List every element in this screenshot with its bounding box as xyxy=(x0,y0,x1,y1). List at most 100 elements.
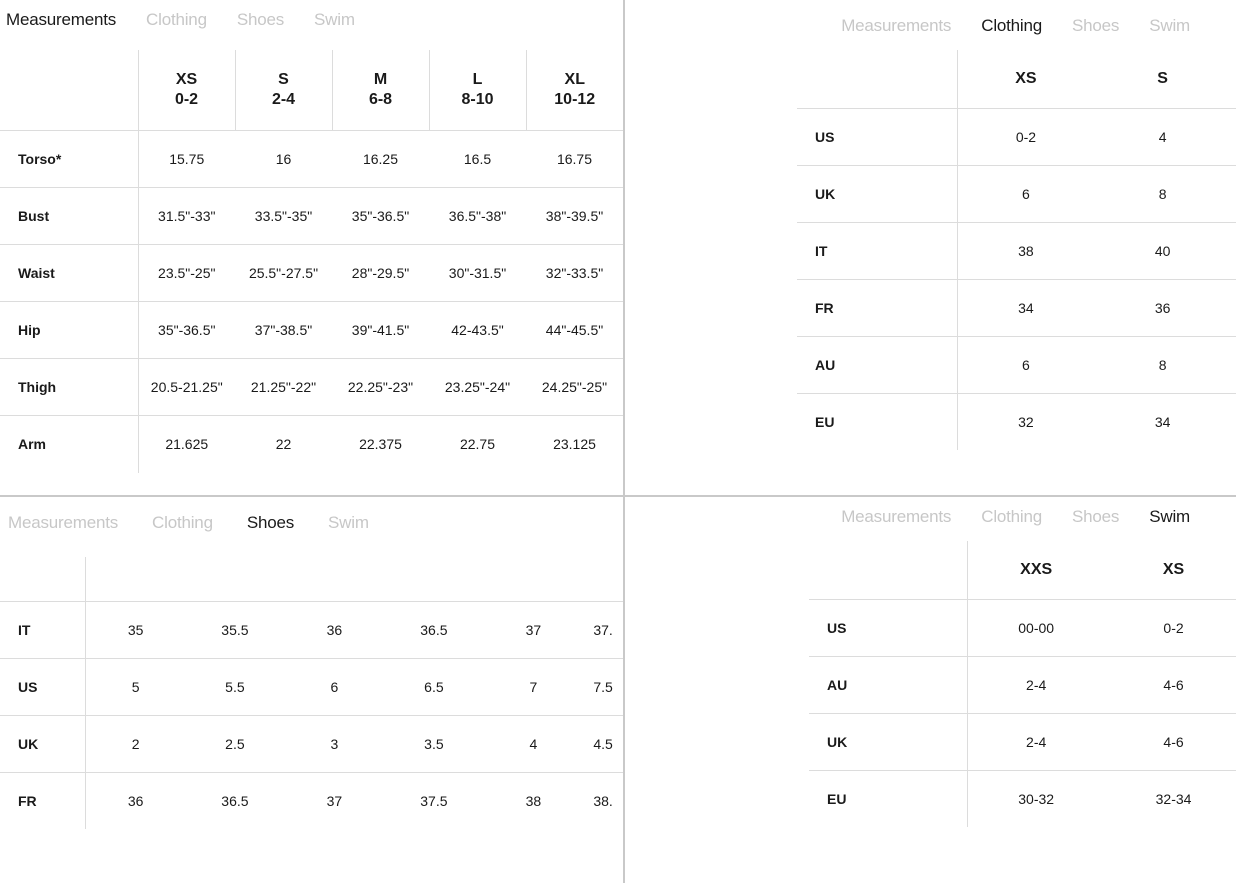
row-uk: UK 2 2.5 3 3.5 4 4.5 xyxy=(0,715,623,772)
col-xs: XS0-2 xyxy=(138,50,235,131)
col-xl: XL10-12 xyxy=(526,50,623,131)
cell: 10 xyxy=(1231,165,1236,222)
cell: 37.5 xyxy=(384,772,484,829)
cell: 38 xyxy=(957,222,1094,279)
measurements-header-row: XS0-2 S2-4 M6-8 L8-10 XL10-12 xyxy=(0,50,623,131)
measurements-table: XS0-2 S2-4 M6-8 L8-10 XL10-12 Torso* 15.… xyxy=(0,50,623,473)
cell: 20.5-21.25" xyxy=(138,359,235,416)
row-it: IT 35 35.5 36 36.5 37 37. xyxy=(0,601,623,658)
row-us: US 5 5.5 6 6.5 7 7.5 xyxy=(0,658,623,715)
cell: 37. xyxy=(583,601,623,658)
row-eu: EU 30-32 32-34 34-36 xyxy=(809,770,1236,827)
col-m: M xyxy=(1231,50,1236,108)
cell: 2.5 xyxy=(185,715,285,772)
tab-swim[interactable]: Swim xyxy=(328,513,369,533)
tab-measurements[interactable]: Measurements xyxy=(841,507,951,527)
cell: 22 xyxy=(235,416,332,473)
tab-swim[interactable]: Swim xyxy=(314,10,355,30)
swim-table: XXS XS S US 00-00 0-2 2-4 AU 2-4 xyxy=(809,541,1236,827)
tab-swim[interactable]: Swim xyxy=(1149,16,1190,36)
cell: 38 xyxy=(1231,279,1236,336)
tab-shoes[interactable]: Shoes xyxy=(1072,507,1119,527)
cell: 10 xyxy=(1231,336,1236,393)
cell: 34 xyxy=(957,279,1094,336)
col-xxs: XXS xyxy=(967,541,1105,599)
cell: 3.5 xyxy=(384,715,484,772)
tabs-clothing-panel: Measurements Clothing Shoes Swim xyxy=(625,6,1196,46)
clothing-body: US 0-2 4 6 UK 6 8 10 IT 38 40 xyxy=(797,108,1236,450)
cell: 32-34 xyxy=(1105,770,1236,827)
row-arm: Arm 21.625 22 22.375 22.75 23.125 xyxy=(0,416,623,473)
tab-shoes[interactable]: Shoes xyxy=(247,513,294,533)
tab-measurements[interactable]: Measurements xyxy=(841,16,951,36)
tab-clothing[interactable]: Clothing xyxy=(152,513,213,533)
shoes-body: IT 35 35.5 36 36.5 37 37. US 5 5.5 6 6.5 xyxy=(0,601,623,829)
col-s: S2-4 xyxy=(235,50,332,131)
cell: 36.5"-38" xyxy=(429,188,526,245)
panel-shoes: Measurements Clothing Shoes Swim IT xyxy=(0,497,625,883)
clothing-table: XS S M US 0-2 4 6 UK 6 8 xyxy=(797,50,1236,450)
tab-shoes[interactable]: Shoes xyxy=(237,10,284,30)
row-hip: Hip 35"-36.5" 37"-38.5" 39"-41.5" 42-43.… xyxy=(0,302,623,359)
cell: 0-2 xyxy=(1105,599,1236,656)
cell: 6 xyxy=(957,165,1094,222)
cell: 16 xyxy=(235,131,332,188)
cell: 36.5 xyxy=(384,601,484,658)
tab-clothing[interactable]: Clothing xyxy=(981,507,1042,527)
tabs-measurements-panel: Measurements Clothing Shoes Swim xyxy=(0,0,623,40)
cell: 42-43.5" xyxy=(429,302,526,359)
row-thigh: Thigh 20.5-21.25" 21.25"-22" 22.25"-23" … xyxy=(0,359,623,416)
cell: 0-2 xyxy=(957,108,1094,165)
cell: 35"-36.5" xyxy=(332,188,429,245)
tab-clothing[interactable]: Clothing xyxy=(146,10,207,30)
cell: 16.25 xyxy=(332,131,429,188)
cell: 15.75 xyxy=(138,131,235,188)
row-torso: Torso* 15.75 16 16.25 16.5 16.75 xyxy=(0,131,623,188)
tab-swim[interactable]: Swim xyxy=(1149,507,1190,527)
clothing-header-row: XS S M xyxy=(797,50,1236,108)
row-au: AU 6 8 10 xyxy=(797,336,1236,393)
measurements-body: Torso* 15.75 16 16.25 16.5 16.75 Bust 31… xyxy=(0,131,623,473)
cell: 36 xyxy=(1094,279,1231,336)
cell: 36 xyxy=(86,772,185,829)
cell: 30"-31.5" xyxy=(429,245,526,302)
cell: 22.25"-23" xyxy=(332,359,429,416)
cell: 33.5"-35" xyxy=(235,188,332,245)
row-uk: UK 2-4 4-6 6-8 xyxy=(809,713,1236,770)
tab-measurements[interactable]: Measurements xyxy=(8,513,118,533)
cell: 36 xyxy=(285,601,384,658)
cell: 44"-45.5" xyxy=(526,302,623,359)
tab-measurements[interactable]: Measurements xyxy=(6,10,116,30)
cell: 00-00 xyxy=(967,599,1105,656)
cell: 5 xyxy=(86,658,185,715)
col-xs: XS xyxy=(1105,541,1236,599)
tab-clothing[interactable]: Clothing xyxy=(981,16,1042,36)
cell: 22.75 xyxy=(429,416,526,473)
tabs-swim-panel: Measurements Clothing Shoes Swim xyxy=(625,497,1196,537)
row-us: US 0-2 4 6 xyxy=(797,108,1236,165)
cell: 23.5"-25" xyxy=(138,245,235,302)
cell: 32 xyxy=(957,393,1094,450)
tab-shoes[interactable]: Shoes xyxy=(1072,16,1119,36)
cell: 6 xyxy=(1231,108,1236,165)
cell: 4 xyxy=(484,715,583,772)
cell: 39"-41.5" xyxy=(332,302,429,359)
row-uk: UK 6 8 10 xyxy=(797,165,1236,222)
cell: 34 xyxy=(1094,393,1231,450)
cell: 42 xyxy=(1231,222,1236,279)
cell: 38 xyxy=(484,772,583,829)
tabs-shoes-panel: Measurements Clothing Shoes Swim xyxy=(0,503,623,543)
cell: 28"-29.5" xyxy=(332,245,429,302)
row-fr: FR 36 36.5 37 37.5 38 38. xyxy=(0,772,623,829)
cell: 35 xyxy=(86,601,185,658)
cell: 2 xyxy=(86,715,185,772)
col-l: L8-10 xyxy=(429,50,526,131)
cell: 8 xyxy=(1094,165,1231,222)
cell: 31.5"-33" xyxy=(138,188,235,245)
cell: 24.25"-25" xyxy=(526,359,623,416)
cell: 21.625 xyxy=(138,416,235,473)
row-fr: FR 34 36 38 xyxy=(797,279,1236,336)
cell: 7.5 xyxy=(583,658,623,715)
cell: 30-32 xyxy=(967,770,1105,827)
cell: 2-4 xyxy=(967,656,1105,713)
